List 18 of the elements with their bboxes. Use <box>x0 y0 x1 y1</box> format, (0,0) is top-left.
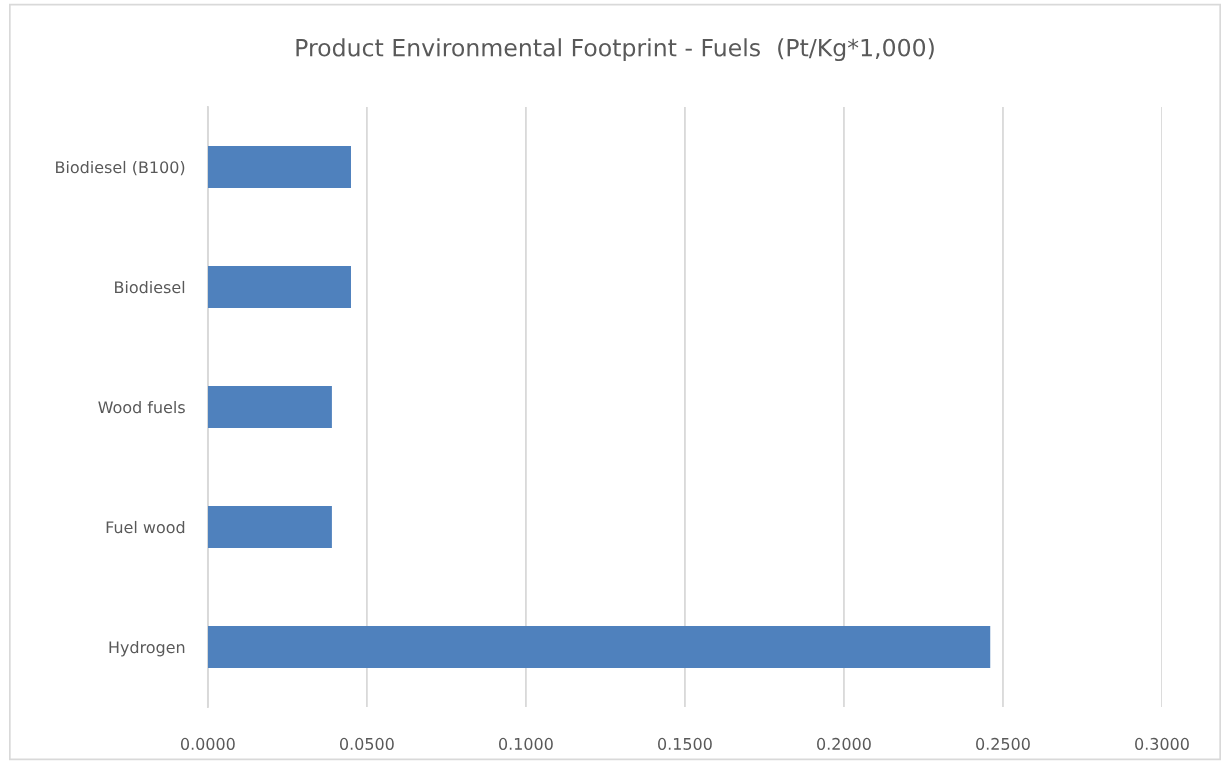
bar <box>207 626 991 668</box>
x-tick-label: 0.0000 <box>180 737 235 750</box>
bar <box>207 145 351 188</box>
x-tick-label: 0.0500 <box>340 737 394 750</box>
y-tick-label: Biodiesel (B100) <box>56 160 185 176</box>
bar <box>207 385 332 428</box>
chart-title: Product Environmental Footprint - Fuels (Pt/Kg*1,000) <box>296 38 934 62</box>
x-tick-label: 0.1500 <box>658 737 712 750</box>
x-tick-label: 0.2500 <box>976 737 1030 750</box>
y-tick-label: Wood fuels <box>98 400 185 414</box>
x-tick-label: 0.3000 <box>1135 737 1189 750</box>
y-tick-label: Hydrogen <box>109 640 185 657</box>
bar <box>207 505 332 548</box>
y-tick-label: Biodiesel <box>115 280 185 294</box>
bar <box>207 265 351 308</box>
x-tick-label: 0.2000 <box>817 737 871 750</box>
x-tick-label: 0.1000 <box>499 737 553 750</box>
y-tick-label: Fuel wood <box>106 520 185 534</box>
